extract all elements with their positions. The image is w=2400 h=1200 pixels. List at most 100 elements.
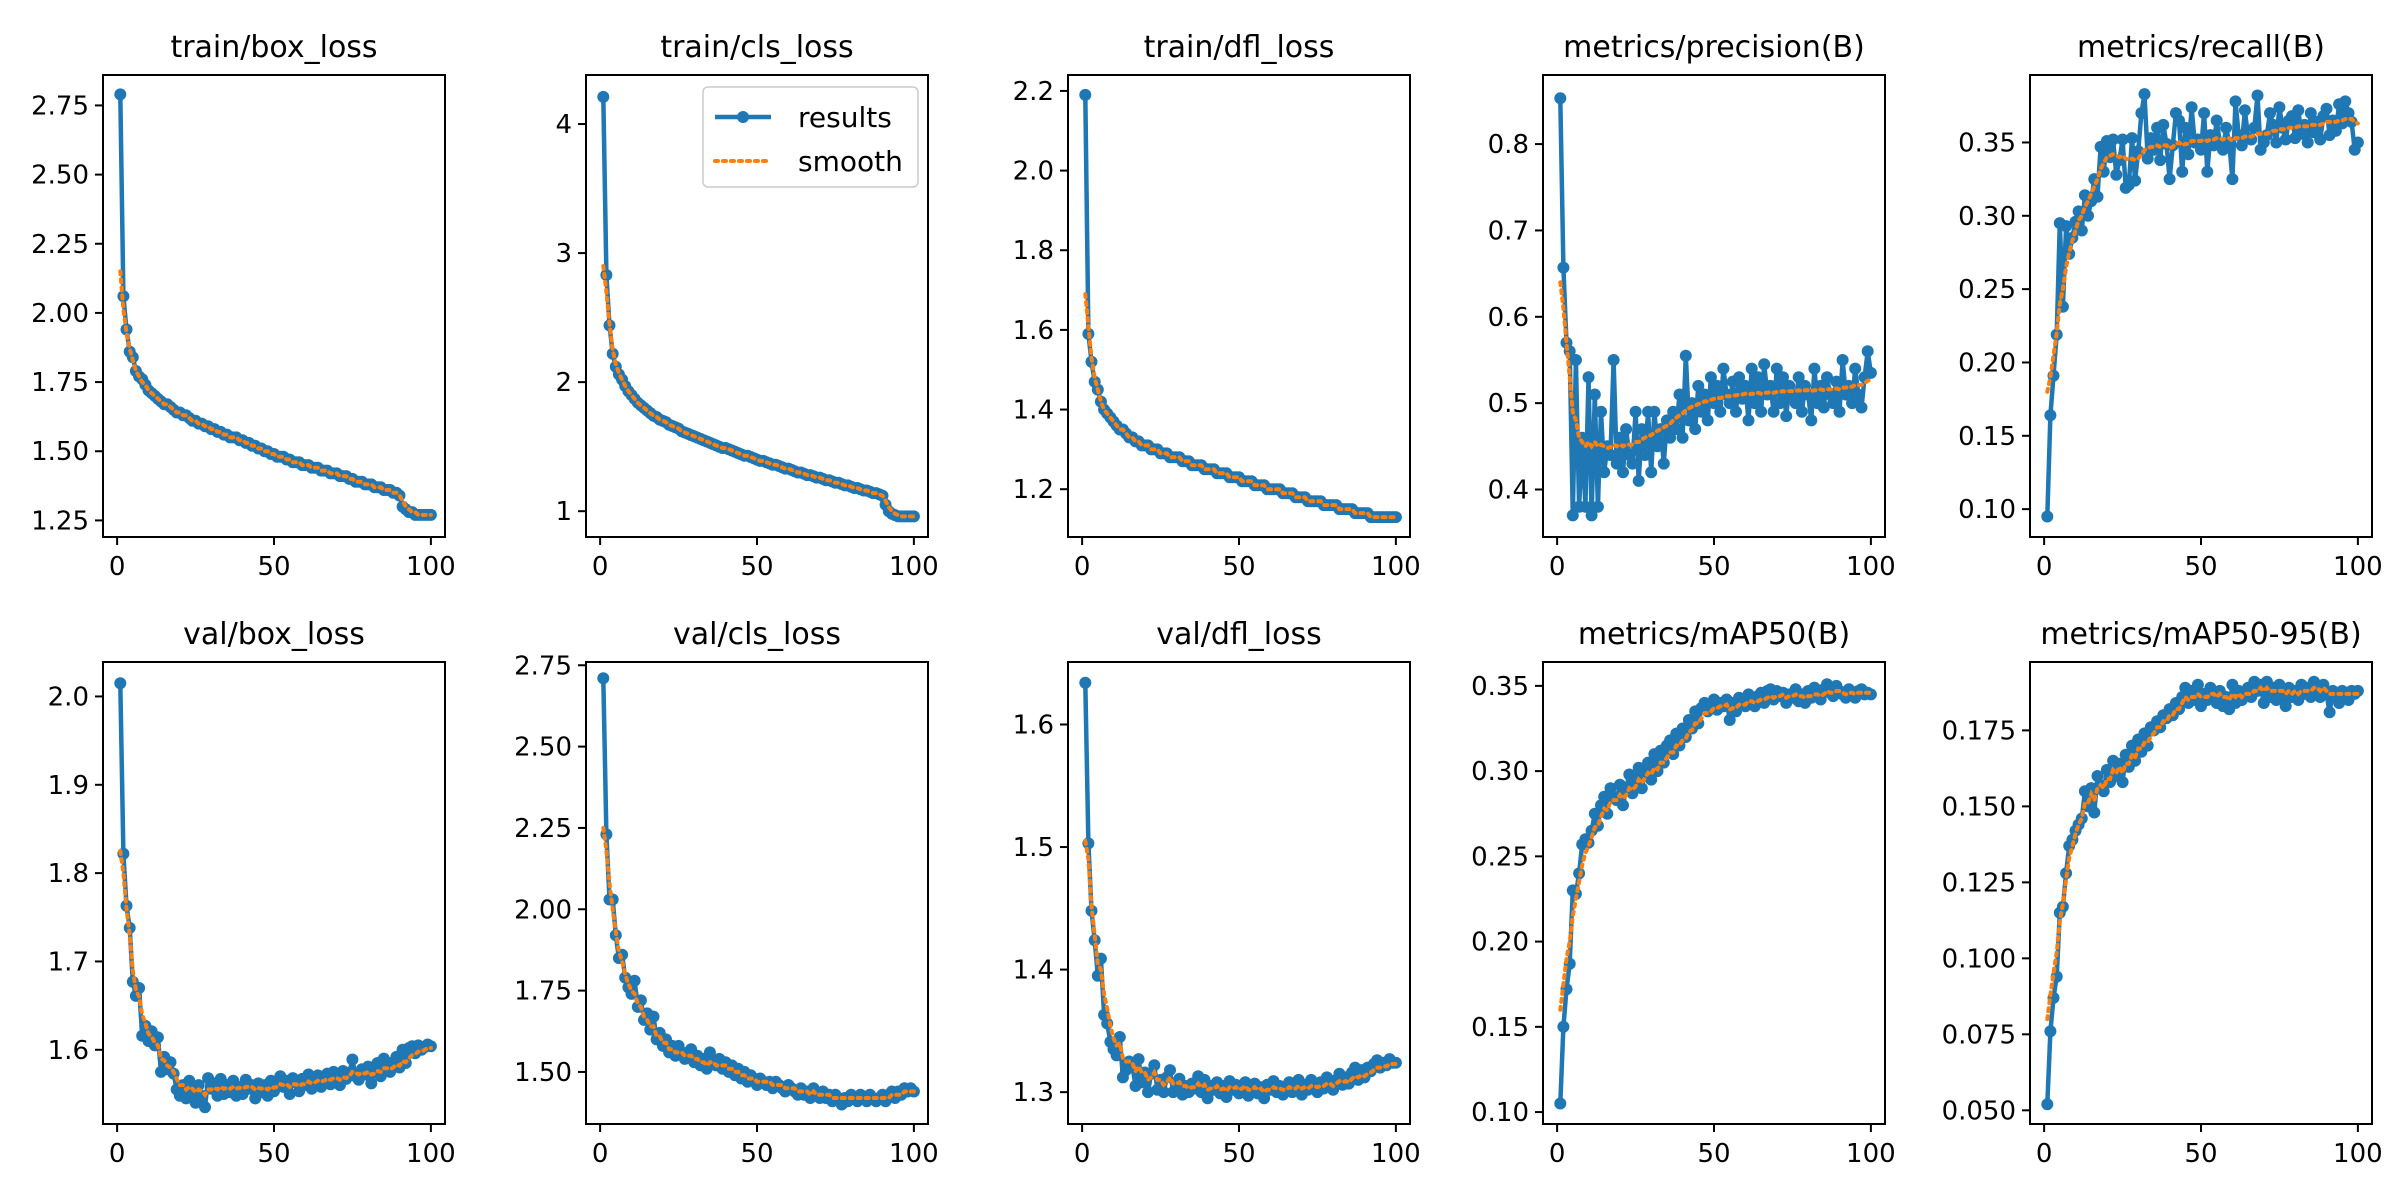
results-line: [2045, 679, 2360, 1105]
results-point: [2044, 409, 2057, 422]
results-point: [1642, 756, 1655, 769]
results-markers: [1554, 678, 1877, 1110]
results-point: [1554, 1097, 1567, 1110]
results-point: [1698, 388, 1711, 401]
legend-label-smooth: smooth: [798, 145, 903, 178]
plot-area: [2029, 661, 2373, 1125]
y-tick-label: 1.50: [514, 1058, 572, 1088]
y-tick-label: 1.75: [514, 977, 572, 1007]
smooth-line: [118, 269, 433, 517]
results-point: [2072, 205, 2085, 218]
results-point: [2273, 101, 2286, 114]
results-point: [1591, 500, 1604, 513]
results-point: [1751, 371, 1764, 384]
results-point: [1554, 92, 1567, 105]
results-point: [283, 1088, 296, 1100]
results-point: [2270, 136, 2283, 149]
results-point: [1164, 1064, 1176, 1077]
chart-title: metrics/precision(B): [1563, 30, 1865, 65]
results-markers: [1079, 88, 1402, 524]
y-tick-label: 0.5: [1488, 389, 1529, 419]
y-tick-label: 1.9: [48, 771, 89, 801]
results-point: [2044, 1025, 2057, 1038]
x-tick-label: 100: [889, 552, 939, 582]
y-tick-label: 2.2: [1013, 77, 1054, 107]
y-tick-label: 0.10: [1471, 1098, 1529, 1128]
smooth-line: [601, 825, 916, 1100]
results-point: [1758, 358, 1771, 371]
y-tick-label: 0.35: [1958, 128, 2016, 158]
results-point: [1588, 388, 1601, 401]
results-point: [1748, 397, 1761, 410]
results-point: [1132, 1053, 1145, 1066]
results-point: [2279, 700, 2292, 713]
results-point: [2091, 770, 2104, 782]
results-point: [2351, 136, 2364, 149]
x-tick-label: 0: [2036, 1139, 2053, 1169]
chart-panel: train/cls_loss 1 2 3 4 0 50 100 results smooth: [555, 30, 938, 582]
results-point: [1745, 362, 1758, 375]
results-point: [1620, 423, 1633, 436]
results-point: [2135, 107, 2148, 120]
results-point: [1805, 414, 1818, 427]
chart-title: val/dfl_loss: [1156, 617, 1321, 652]
chart-title: val/cls_loss: [673, 617, 841, 652]
results-point: [1792, 371, 1805, 384]
x-tick-label: 50: [740, 1139, 773, 1169]
y-tick-label: 2.0: [48, 682, 89, 712]
y-tick-label: 0.7: [1488, 216, 1529, 246]
x-tick-label: 0: [1074, 1139, 1091, 1169]
results-point: [2304, 107, 2317, 120]
results-point: [1695, 405, 1708, 418]
smooth-line: [1558, 688, 1873, 1012]
results-point: [1635, 782, 1648, 795]
y-tick-label: 4: [555, 110, 572, 140]
results-point: [1855, 401, 1868, 414]
x-tick-label: 0: [1549, 1139, 1566, 1169]
results-point: [1827, 397, 1840, 410]
smooth-line: [601, 264, 916, 519]
y-tick-label: 2.50: [31, 161, 89, 191]
results-point: [2163, 173, 2176, 186]
x-tick-label: 0: [592, 1139, 609, 1169]
x-tick-label: 100: [1846, 1139, 1896, 1169]
results-point: [1714, 405, 1727, 418]
results-point: [2333, 697, 2346, 709]
x-tick-label: 0: [109, 1139, 126, 1169]
results-point: [1110, 1049, 1123, 1062]
results-point: [1639, 449, 1651, 461]
results-point: [1598, 790, 1611, 803]
chart-panel: metrics/recall(B) 0.10 0.15 0.20 0.25 0.30 0.3…: [1958, 30, 2383, 582]
results-point: [1667, 405, 1680, 418]
results-point: [2317, 678, 2330, 691]
results-point: [1327, 1083, 1340, 1096]
results-markers: [2041, 675, 2364, 1111]
results-point: [1833, 405, 1846, 418]
x-tick-label: 100: [406, 552, 456, 582]
results-point: [2100, 763, 2113, 776]
results-markers: [597, 672, 920, 1111]
chart-panel: train/box_loss 1.25 1.50 1.75 2.00 2.25 2.50 2.…: [31, 30, 456, 582]
results-point: [2157, 118, 2170, 131]
results-point: [2107, 133, 2120, 146]
results-point: [1723, 397, 1736, 410]
results-point: [1579, 500, 1592, 513]
results-point: [2238, 104, 2251, 117]
chart-panel: metrics/mAP50-95(B) 0.050 0.075 0.100 0.125 0…: [1942, 617, 2383, 1169]
results-point: [1817, 401, 1830, 414]
results-point: [1079, 676, 1092, 689]
y-tick-label: 0.15: [1471, 1013, 1529, 1043]
results-point: [2339, 95, 2352, 108]
x-tick-label: 50: [1222, 1139, 1255, 1169]
results-point: [1773, 397, 1786, 410]
y-tick-label: 1.50: [31, 437, 89, 467]
legend-label-results: results: [798, 101, 892, 134]
results-point: [2220, 121, 2233, 134]
results-point: [1626, 457, 1639, 470]
results-point: [2320, 102, 2333, 115]
y-tick-label: 0.050: [1942, 1096, 2016, 1126]
results-point: [1645, 466, 1658, 479]
plot-area: [1542, 661, 1886, 1125]
x-tick-label: 0: [109, 552, 126, 582]
results-point: [1673, 388, 1686, 401]
